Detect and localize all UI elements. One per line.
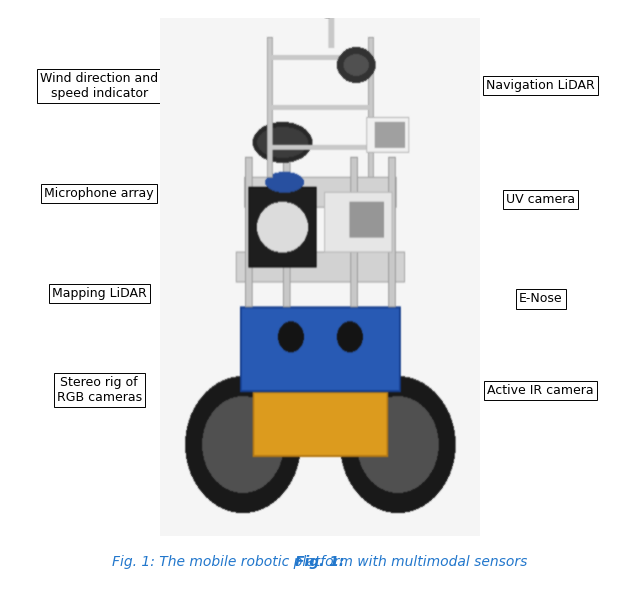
Text: Fig. 1: The mobile robotic platform with multimodal sensors: Fig. 1: The mobile robotic platform with… (112, 555, 528, 569)
Text: UV camera: UV camera (506, 193, 575, 206)
Text: Active IR camera: Active IR camera (488, 384, 594, 397)
Text: Navigation LiDAR: Navigation LiDAR (486, 80, 595, 92)
Text: Microphone array: Microphone array (44, 187, 154, 200)
Text: Mapping LiDAR: Mapping LiDAR (52, 287, 147, 300)
Text: Stereo rig of
RGB cameras: Stereo rig of RGB cameras (56, 376, 142, 404)
Text: E-Nose: E-Nose (519, 293, 563, 306)
Text: Fig. 1:: Fig. 1: (295, 555, 345, 569)
Text: Wind direction and
speed indicator: Wind direction and speed indicator (40, 72, 158, 100)
